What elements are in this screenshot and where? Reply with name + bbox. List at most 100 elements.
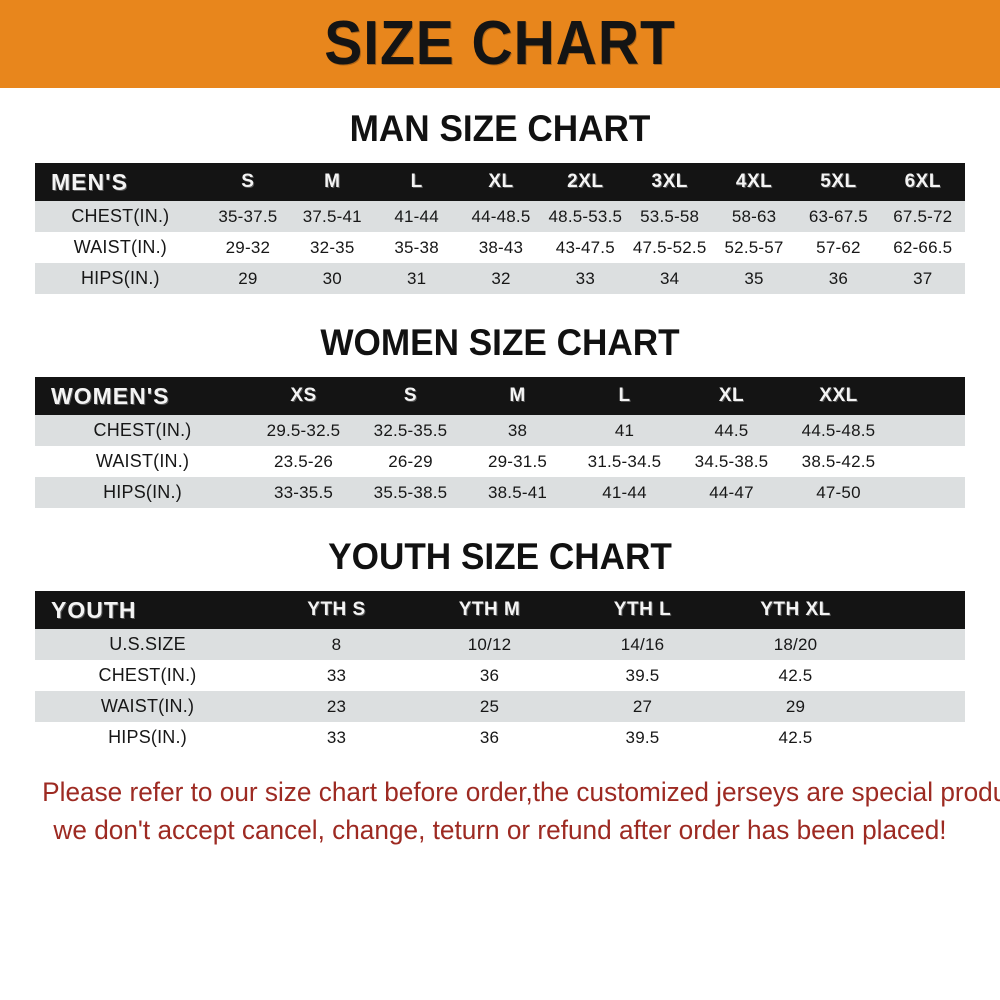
youth-row-spacer-cell (872, 691, 965, 722)
men-measurement-value: 67.5-72 (893, 206, 953, 226)
spacer (0, 294, 1000, 324)
women-size-column-header: S (403, 385, 418, 406)
women-measurement-label: CHEST(IN.) (93, 420, 192, 440)
women-size-column-header: M (509, 385, 526, 406)
men-size-table: MEN'S S M L XL 2XL 3XL 4XL 5XL 6XL CHEST(IN.) 35-37… (35, 163, 965, 294)
men-measurement-value: 63-67.5 (808, 206, 868, 226)
women-measurement-value: 44.5-48.5 (801, 420, 876, 440)
youth-header-spacer-cell (872, 591, 965, 629)
women-row-spacer-cell (892, 415, 965, 446)
youth-measurement-value: 42.5 (778, 665, 813, 685)
men-measurement-value: 29-32 (225, 237, 271, 257)
youth-row-spacer-cell (872, 629, 965, 660)
men-size-column-header: M (324, 171, 341, 192)
youth-measurement-value: 39.5 (625, 727, 660, 747)
youth-measurement-label: U.S.SIZE (109, 634, 186, 654)
spacer (35, 575, 965, 591)
spacer (35, 147, 965, 163)
table-row: WAIST(IN.) 29-32 32-35 35-38 38-43 43-47.5 47.… (35, 232, 965, 263)
women-size-column-header: XS (290, 385, 317, 406)
youth-measurement-value: 18/20 (773, 634, 818, 654)
men-measurement-label: WAIST(IN.) (73, 237, 168, 257)
women-measurement-value: 38.5-41 (487, 482, 548, 502)
women-measurement-value: 47-50 (816, 482, 861, 502)
men-measurement-label: HIPS(IN.) (80, 268, 160, 288)
men-table-body: MEN'S S M L XL 2XL 3XL 4XL 5XL 6XL CHEST(IN.) 35-37… (35, 163, 965, 294)
youth-row-spacer-cell (872, 660, 965, 691)
men-measurement-value: 52.5-57 (724, 237, 784, 257)
table-row: HIPS(IN.) 29 30 31 32 33 34 35 36 37 (35, 263, 965, 294)
spacer (35, 361, 965, 377)
youth-measurement-value: 27 (632, 696, 653, 716)
youth-measurement-value: 33 (326, 665, 347, 685)
youth-measurement-value: 36 (479, 665, 500, 685)
women-measurement-value: 26-29 (388, 451, 433, 471)
youth-measurement-value: 14/16 (620, 634, 665, 654)
women-size-section: WOMEN SIZE CHART WOMEN'S XS S M L XL XXL CHEST(… (0, 324, 1000, 508)
spacer (0, 508, 1000, 538)
men-measurement-value: 37 (913, 268, 933, 288)
men-measurement-value: 37.5-41 (302, 206, 362, 226)
women-measurement-label: WAIST(IN.) (95, 451, 190, 471)
women-measurement-value: 35.5-38.5 (373, 482, 448, 502)
men-measurement-value: 62-66.5 (893, 237, 953, 257)
men-measurement-value: 44-48.5 (471, 206, 531, 226)
youth-measurement-value: 36 (479, 727, 500, 747)
men-size-column-header: 3XL (651, 171, 688, 192)
page-title: SIZE CHART (324, 9, 676, 78)
men-measurement-value: 47.5-52.5 (632, 237, 707, 257)
men-measurement-value: 41-44 (394, 206, 439, 226)
youth-size-table: YOUTH YTH S YTH M YTH L YTH XL U.S.SIZE 8 10/12… (35, 591, 965, 753)
table-row: HIPS(IN.) 33 36 39.5 42.5 (35, 722, 965, 753)
women-size-table: WOMEN'S XS S M L XL XXL CHEST(IN.) 29.5-32.5 32.5… (35, 377, 965, 508)
men-measurement-value: 32-35 (310, 237, 355, 257)
women-measurement-value: 34.5-38.5 (694, 451, 769, 471)
table-row: WAIST(IN.) 23 25 27 29 (35, 691, 965, 722)
youth-measurement-label: HIPS(IN.) (108, 727, 187, 747)
women-measurement-value: 23.5-26 (273, 451, 334, 471)
women-section-title: WOMEN SIZE CHART (320, 322, 680, 363)
men-section-title: MAN SIZE CHART (349, 108, 651, 149)
men-measurement-value: 31 (406, 268, 427, 288)
youth-measurement-value: 8 (331, 634, 342, 654)
women-measurement-value: 41 (614, 420, 635, 440)
women-measurement-value: 33-35.5 (273, 482, 334, 502)
women-measurement-value: 29-31.5 (487, 451, 548, 471)
men-size-column-header: 4XL (735, 171, 773, 192)
women-row-spacer-cell (892, 477, 965, 508)
men-measurement-value: 35-37.5 (218, 206, 278, 226)
women-size-column-header: XL (718, 385, 745, 406)
women-category-label: WOMEN'S (51, 382, 170, 409)
women-measurement-value: 38.5-42.5 (801, 451, 876, 471)
women-measurement-label: HIPS(IN.) (103, 482, 182, 502)
youth-measurement-value: 25 (479, 696, 500, 716)
youth-measurement-value: 10/12 (467, 634, 512, 654)
women-measurement-value: 41-44 (602, 482, 647, 502)
page-banner: SIZE CHART (0, 0, 1000, 88)
youth-measurement-value: 29 (785, 696, 806, 716)
women-header-spacer-cell (892, 377, 965, 415)
table-row: U.S.SIZE 8 10/12 14/16 18/20 (35, 629, 965, 660)
men-measurement-value: 35 (744, 268, 764, 288)
men-header-row: MEN'S S M L XL 2XL 3XL 4XL 5XL 6XL (35, 163, 965, 201)
policy-line-1: Please refer to our size chart before or… (42, 777, 1000, 807)
youth-row-spacer-cell (872, 722, 965, 753)
men-size-column-header: S (241, 171, 255, 192)
men-measurement-value: 32 (491, 268, 511, 288)
men-size-section: MAN SIZE CHART MEN'S S M L XL 2XL 3XL 4XL 5XL 6XL… (0, 110, 1000, 294)
youth-size-column-header: YTH L (613, 599, 672, 620)
men-size-column-header: L (410, 171, 423, 192)
men-measurement-value: 35-38 (394, 237, 439, 257)
men-measurement-value: 48.5-53.5 (548, 206, 623, 226)
table-row: HIPS(IN.) 33-35.5 35.5-38.5 38.5-41 41-44 44-… (35, 477, 965, 508)
table-row: CHEST(IN.) 29.5-32.5 32.5-35.5 38 41 44.5 44.5… (35, 415, 965, 446)
table-row: WAIST(IN.) 23.5-26 26-29 29-31.5 31.5-34.5 34… (35, 446, 965, 477)
youth-header-row: YOUTH YTH S YTH M YTH L YTH XL (35, 591, 965, 629)
youth-measurement-label: CHEST(IN.) (98, 665, 197, 685)
youth-size-column-header: YTH S (307, 599, 366, 620)
men-measurement-value: 34 (660, 268, 680, 288)
table-row: CHEST(IN.) 33 36 39.5 42.5 (35, 660, 965, 691)
men-measurement-value: 38-43 (478, 237, 524, 257)
men-measurement-value: 30 (322, 268, 342, 288)
women-row-spacer-cell (892, 446, 965, 477)
